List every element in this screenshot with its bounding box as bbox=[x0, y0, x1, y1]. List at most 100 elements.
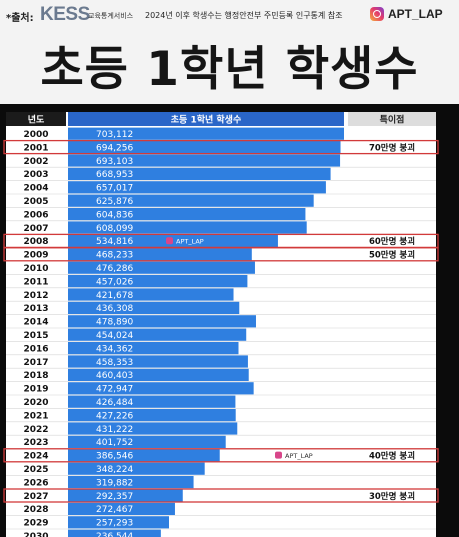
year-label: 2011 bbox=[23, 277, 48, 287]
value-label: 454,024 bbox=[96, 331, 133, 341]
bar-2007 bbox=[68, 221, 307, 234]
value-label: 693,103 bbox=[96, 157, 133, 167]
source-bar: *출처: KESS 교육통계서비스 2024년 이후 학생수는 행정안전부 주민… bbox=[0, 0, 459, 34]
watermark-text: APT_LAP bbox=[176, 238, 204, 246]
value-label: 460,403 bbox=[96, 371, 133, 381]
bar-2019 bbox=[68, 382, 254, 395]
value-label: 625,876 bbox=[96, 197, 133, 207]
year-label: 2030 bbox=[23, 532, 48, 537]
year-label: 2020 bbox=[23, 398, 48, 408]
bar-2010 bbox=[68, 261, 255, 274]
instagram-handle: APT_LAP bbox=[370, 7, 443, 21]
bar-2029 bbox=[68, 516, 169, 529]
year-label: 2015 bbox=[23, 331, 48, 341]
value-label: 657,017 bbox=[96, 184, 133, 194]
year-label: 2013 bbox=[23, 304, 48, 314]
value-label: 604,836 bbox=[96, 210, 133, 220]
bar-2016 bbox=[68, 342, 239, 355]
year-label: 2004 bbox=[23, 184, 48, 194]
bar-2028 bbox=[68, 502, 175, 515]
value-label: 436,308 bbox=[96, 304, 133, 314]
bar-2002 bbox=[68, 154, 341, 167]
year-label: 2025 bbox=[23, 465, 48, 475]
value-label: 608,099 bbox=[96, 224, 133, 234]
year-label: 2029 bbox=[23, 519, 48, 529]
header-value: 초등 1학년 학생수 bbox=[171, 114, 242, 126]
year-label: 2019 bbox=[23, 385, 48, 395]
year-label: 2014 bbox=[23, 318, 48, 328]
year-label: 2022 bbox=[23, 425, 48, 435]
year-label: 2006 bbox=[23, 210, 48, 220]
header-year: 년도 bbox=[28, 114, 45, 126]
bar-2020 bbox=[68, 395, 236, 408]
bar-2014 bbox=[68, 315, 256, 328]
bar-2022 bbox=[68, 422, 238, 435]
watermark-instagram-icon bbox=[275, 451, 282, 459]
value-label: 534,816 bbox=[96, 237, 133, 247]
year-label: 2009 bbox=[23, 251, 48, 261]
year-label: 2017 bbox=[23, 358, 48, 368]
value-label: 457,026 bbox=[96, 277, 133, 287]
bar-2021 bbox=[68, 409, 236, 422]
bar-2025 bbox=[68, 462, 205, 475]
highlight-box-2024 bbox=[3, 448, 439, 463]
bar-2024 bbox=[68, 449, 220, 462]
year-label: 2001 bbox=[23, 143, 48, 153]
annotation-2008: 60만명 붕괴 bbox=[369, 236, 415, 247]
year-label: 2005 bbox=[23, 197, 48, 207]
value-label: 257,293 bbox=[96, 519, 133, 529]
watermark-instagram-icon bbox=[166, 237, 173, 245]
value-label: 272,467 bbox=[96, 505, 133, 515]
year-label: 2028 bbox=[23, 505, 48, 515]
value-label: 292,357 bbox=[96, 492, 133, 502]
value-label: 236,544 bbox=[96, 532, 133, 537]
year-label: 2024 bbox=[23, 452, 48, 462]
highlight-box-2009 bbox=[3, 247, 439, 262]
value-label: 421,678 bbox=[96, 291, 133, 301]
bar-chart: 년도 초등 1학년 학생수 특이점 2000 703,112 2001 694,256 70만… bbox=[3, 112, 439, 537]
year-label: 2027 bbox=[23, 492, 48, 502]
value-label: 478,890 bbox=[96, 318, 133, 328]
year-label: 2002 bbox=[23, 157, 48, 167]
bar-2012 bbox=[68, 288, 234, 301]
instagram-icon bbox=[370, 7, 384, 21]
year-label: 2021 bbox=[23, 411, 48, 421]
annotation-2027: 30만명 붕괴 bbox=[369, 491, 415, 502]
watermark-text: APT_LAP bbox=[285, 452, 313, 460]
header-cell-year bbox=[6, 112, 66, 126]
value-label: 468,233 bbox=[96, 251, 133, 261]
bar-2006 bbox=[68, 208, 306, 221]
year-label: 2008 bbox=[23, 237, 48, 247]
bar-2030 bbox=[68, 529, 161, 537]
value-label: 401,752 bbox=[96, 438, 133, 448]
header-cell-value bbox=[68, 112, 344, 126]
bar-2003 bbox=[68, 167, 331, 180]
value-label: 386,546 bbox=[96, 452, 133, 462]
value-label: 668,953 bbox=[96, 170, 133, 180]
value-label: 431,222 bbox=[96, 425, 133, 435]
value-label: 703,112 bbox=[96, 130, 133, 140]
bar-2018 bbox=[68, 368, 249, 381]
header-note: 특이점 bbox=[380, 114, 405, 126]
value-label: 427,226 bbox=[96, 411, 133, 421]
bar-2001 bbox=[68, 141, 341, 154]
bar-2005 bbox=[68, 194, 314, 207]
value-label: 426,484 bbox=[96, 398, 133, 408]
kess-logo-subtext: 교육통계서비스 bbox=[88, 12, 134, 20]
value-label: 694,256 bbox=[96, 143, 133, 153]
year-label: 2000 bbox=[23, 130, 48, 140]
year-label: 2012 bbox=[23, 291, 48, 301]
bar-2009 bbox=[68, 248, 252, 261]
bar-2000 bbox=[68, 127, 344, 140]
bar-2013 bbox=[68, 301, 240, 314]
highlight-box-2001 bbox=[3, 139, 439, 155]
value-label: 472,947 bbox=[96, 385, 133, 395]
header-cell-note bbox=[348, 112, 436, 126]
year-label: 2026 bbox=[23, 478, 48, 488]
source-label: *출처: bbox=[6, 13, 34, 24]
kess-logo: KESS bbox=[40, 4, 90, 25]
value-label: 458,353 bbox=[96, 358, 133, 368]
source-note: 2024년 이후 학생수는 행정안전부 주민등록 인구통계 참조 bbox=[145, 11, 343, 20]
year-label: 2016 bbox=[23, 344, 48, 354]
year-label: 2003 bbox=[23, 170, 48, 180]
